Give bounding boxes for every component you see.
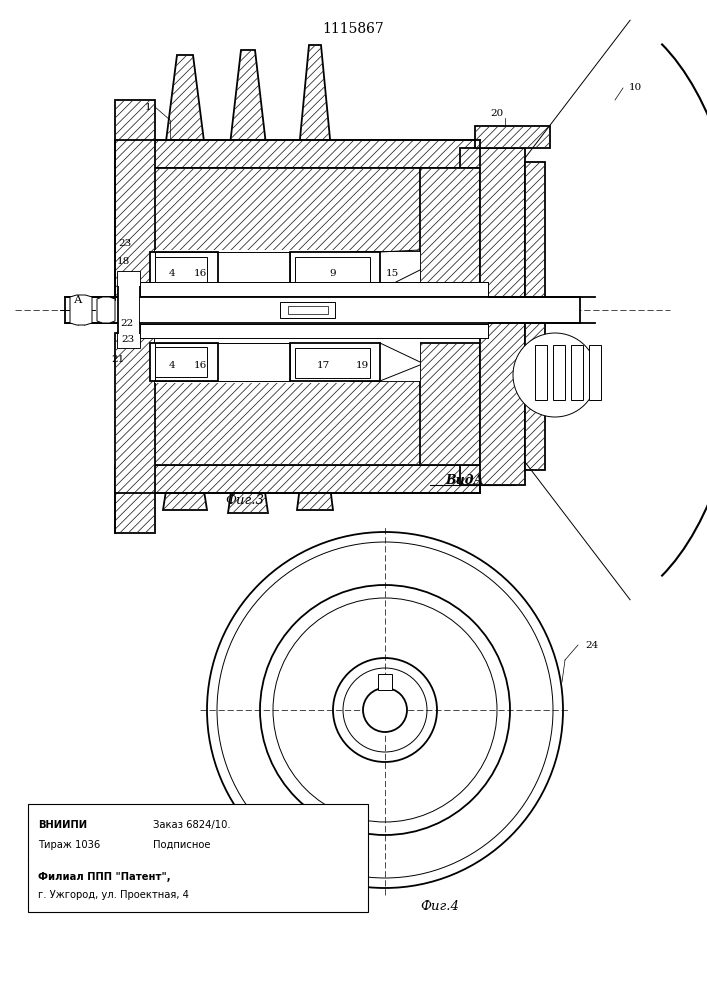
Bar xyxy=(571,345,583,400)
Polygon shape xyxy=(420,168,480,290)
Text: 16: 16 xyxy=(194,360,206,369)
Polygon shape xyxy=(163,55,207,165)
Text: 21: 21 xyxy=(112,356,124,364)
Text: Филиал ППП "Патент",: Филиал ППП "Патент", xyxy=(38,872,170,882)
Bar xyxy=(295,348,370,378)
Polygon shape xyxy=(150,252,218,290)
Text: Фиг.4: Фиг.4 xyxy=(421,900,460,914)
Polygon shape xyxy=(460,148,515,168)
Bar xyxy=(155,257,207,287)
Polygon shape xyxy=(297,415,333,510)
Bar xyxy=(535,345,547,400)
Text: 1: 1 xyxy=(145,103,151,111)
Polygon shape xyxy=(115,465,480,493)
Bar xyxy=(140,282,488,296)
Polygon shape xyxy=(70,295,92,325)
Bar xyxy=(553,345,565,400)
Bar xyxy=(155,252,420,300)
Circle shape xyxy=(333,658,437,762)
Text: 15: 15 xyxy=(385,269,399,278)
Text: 19: 19 xyxy=(356,360,368,369)
Text: 18: 18 xyxy=(117,257,129,266)
Bar xyxy=(140,324,488,338)
Text: 10: 10 xyxy=(629,84,642,93)
Bar xyxy=(140,324,488,338)
Polygon shape xyxy=(130,168,480,252)
Bar xyxy=(155,333,420,381)
Polygon shape xyxy=(115,100,155,300)
Text: А: А xyxy=(74,295,82,305)
Bar xyxy=(378,674,392,690)
Bar xyxy=(155,347,207,377)
Text: ВидА: ВидА xyxy=(445,474,484,487)
Polygon shape xyxy=(118,334,140,348)
Polygon shape xyxy=(115,333,155,533)
Text: 23: 23 xyxy=(122,336,134,344)
Polygon shape xyxy=(297,45,333,170)
Text: Тираж 1036: Тираж 1036 xyxy=(38,840,100,850)
Bar xyxy=(589,345,601,400)
Text: 4: 4 xyxy=(169,360,175,369)
Polygon shape xyxy=(228,422,268,513)
Bar xyxy=(295,257,370,287)
Text: 20: 20 xyxy=(491,108,503,117)
Circle shape xyxy=(207,532,563,888)
Circle shape xyxy=(260,585,510,835)
Bar xyxy=(155,333,350,383)
Bar xyxy=(28,804,368,912)
Polygon shape xyxy=(118,272,140,286)
Text: 1115867: 1115867 xyxy=(322,22,384,36)
Polygon shape xyxy=(420,343,480,465)
Text: Заказ 6824/10.: Заказ 6824/10. xyxy=(153,820,230,830)
Text: 23: 23 xyxy=(118,239,132,248)
Bar xyxy=(118,272,140,348)
Bar xyxy=(65,297,580,323)
Text: 16: 16 xyxy=(194,269,206,278)
Polygon shape xyxy=(150,343,218,381)
Polygon shape xyxy=(460,465,515,485)
Text: г. Ужгород, ул. Проектная, 4: г. Ужгород, ул. Проектная, 4 xyxy=(38,890,189,900)
Text: 22: 22 xyxy=(120,318,134,328)
Polygon shape xyxy=(525,162,545,470)
Text: Подписное: Подписное xyxy=(153,840,211,850)
Polygon shape xyxy=(97,297,115,323)
Text: 17: 17 xyxy=(316,360,329,369)
Polygon shape xyxy=(480,148,525,485)
Polygon shape xyxy=(290,252,380,290)
Polygon shape xyxy=(290,343,380,381)
Text: ВНИИПИ: ВНИИПИ xyxy=(38,820,87,830)
Polygon shape xyxy=(228,50,268,162)
Bar xyxy=(155,250,350,305)
Polygon shape xyxy=(115,140,480,168)
Polygon shape xyxy=(130,381,480,465)
Circle shape xyxy=(363,688,407,732)
Text: 24: 24 xyxy=(585,641,599,650)
Text: 4: 4 xyxy=(169,269,175,278)
Circle shape xyxy=(513,333,597,417)
Text: Фиг.3: Фиг.3 xyxy=(226,493,264,506)
Bar xyxy=(280,302,335,318)
Bar xyxy=(140,282,488,296)
Bar xyxy=(288,306,328,314)
Polygon shape xyxy=(163,420,207,510)
Polygon shape xyxy=(475,126,550,148)
Bar xyxy=(140,296,488,324)
Text: 9: 9 xyxy=(329,269,337,278)
